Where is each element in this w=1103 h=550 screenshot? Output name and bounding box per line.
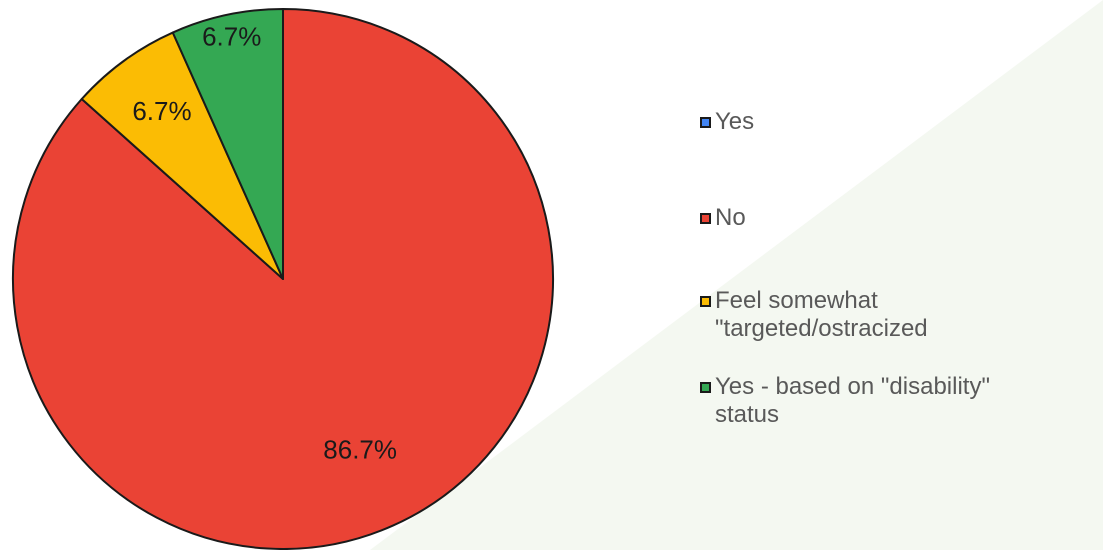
pie-slices [12,8,554,550]
legend-swatch-disability [700,382,711,393]
legend-swatch-no [700,213,711,224]
legend-item-no: No [700,204,746,232]
legend-label-targeted: Feel somewhat "targeted/ostracized [715,287,928,342]
data-label-targeted: 6.7% [132,96,191,126]
pie-slice-disability [171,8,284,280]
pie-data-labels: 86.7% 6.7% 6.7% [132,22,397,465]
legend-item-targeted: Feel somewhat "targeted/ostracized [700,287,928,343]
legend-swatch-yes [700,117,711,128]
watermark-band [370,0,1103,550]
legend-label-disability: Yes - based on "disability" status [715,373,990,428]
data-label-disability: 6.7% [202,22,261,52]
legend-item-yes: Yes [700,108,754,136]
legend-swatch-targeted [700,296,711,307]
legend-item-disability: Yes - based on "disability" status [700,373,990,429]
data-label-no: 86.7% [323,434,397,464]
pie-slice-targeted [80,31,284,280]
pie-chart: 86.7% 6.7% 6.7% [12,8,554,550]
legend-label-yes: Yes [715,108,755,135]
legend-label-no: No [715,204,746,231]
